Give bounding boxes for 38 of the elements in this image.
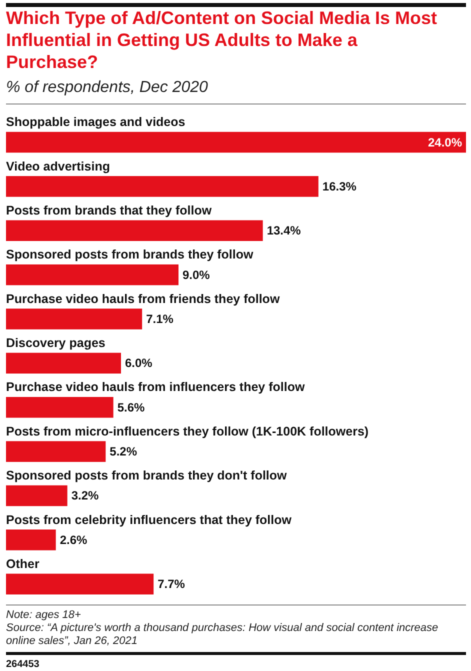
y-tick-label: Video advertising bbox=[6, 159, 110, 174]
bar bbox=[6, 132, 466, 153]
bar bbox=[6, 220, 263, 242]
data-label: 24.0% bbox=[428, 135, 462, 150]
y-tick-label: Shoppable images and videos bbox=[6, 115, 186, 130]
data-label: 7.1% bbox=[146, 312, 174, 326]
data-label: 5.2% bbox=[110, 444, 138, 459]
text: 264453 bbox=[6, 659, 40, 670]
data-label: 6.0% bbox=[125, 356, 153, 370]
bar bbox=[6, 530, 56, 550]
y-tick-label: Posts from celebrity influencers that they follow bbox=[6, 512, 292, 527]
data-label: 5.6% bbox=[117, 400, 146, 414]
bar bbox=[6, 574, 154, 594]
y-tick-label: Posts from brands that they follow bbox=[6, 204, 212, 218]
y-tick-label: Sponsored posts from brands they follow bbox=[6, 248, 254, 262]
y-tick-label: Purchase video hauls from influencers they follow bbox=[6, 380, 305, 394]
bar bbox=[6, 352, 121, 374]
y-tick-label: Other bbox=[6, 556, 40, 571]
bar bbox=[6, 396, 114, 418]
data-label: 16.3% bbox=[322, 179, 357, 194]
data-label: 7.7% bbox=[158, 577, 186, 592]
y-tick-label: Sponsored posts from brands they don't follow bbox=[6, 468, 288, 483]
y-tick-label: Discovery pages bbox=[6, 336, 106, 350]
data-label: 2.6% bbox=[60, 532, 88, 547]
bar bbox=[6, 264, 178, 286]
data-label: 13.4% bbox=[266, 224, 302, 238]
bar bbox=[6, 441, 106, 462]
data-label: 3.2% bbox=[71, 488, 100, 503]
source-note: Source: “A picture's worth a thousand purchases: How visual and social content increase online sales”, Jan 26, 2021 bbox=[6, 622, 438, 647]
bar bbox=[6, 308, 142, 330]
chart-subtitle: % of respondents, Dec 2020 bbox=[6, 79, 208, 96]
text: Note: ages 18+ bbox=[6, 609, 82, 621]
bar bbox=[6, 485, 68, 506]
data-label: 9.0% bbox=[182, 268, 210, 282]
bar bbox=[6, 176, 318, 197]
y-tick-label: Purchase video hauls from friends they follow bbox=[6, 292, 280, 306]
chart-title: Which Type of Ad/Content on Social Media Is Most Influential in Getting US Adults to Make a Purchase? bbox=[6, 8, 438, 72]
y-tick-label: Posts from micro-influencers they follow (1K-100K followers) bbox=[6, 424, 369, 438]
